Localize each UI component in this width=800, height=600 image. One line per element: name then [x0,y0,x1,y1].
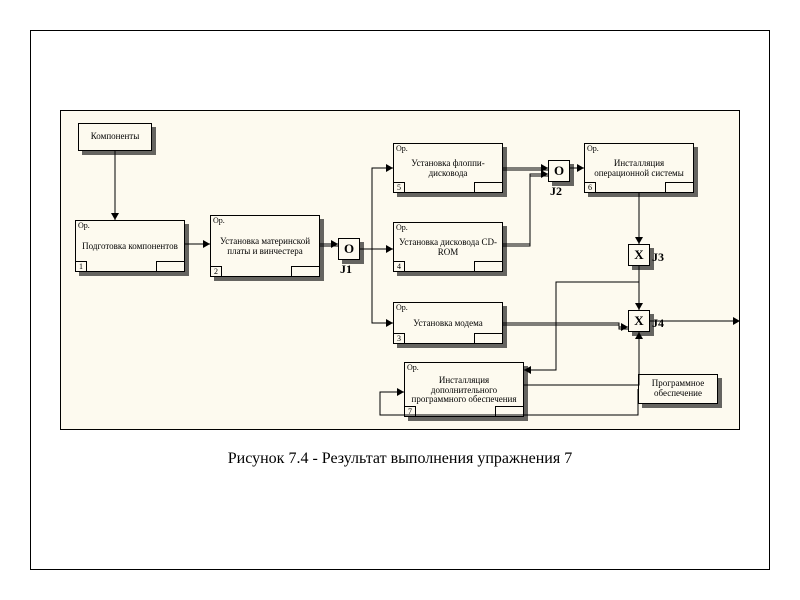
referent-software: Программное обеспечение [638,374,718,404]
process-node-7: Ор. Инсталляция дополнительного программн… [404,362,524,417]
node-label: Подготовка компонентов [78,233,182,261]
junction-J4: X [628,310,650,332]
node-number: 4 [394,261,405,271]
node-label: Инсталляция операционной системы [587,156,691,182]
node-label: Инсталляция дополнительного программного… [407,375,521,406]
node-footer-bar [291,266,319,276]
node-footer-bar [474,333,502,343]
node-number: 1 [76,261,87,271]
node-label: Установка флоппи-дисковода [396,156,500,182]
node-footer-bar [474,182,502,192]
referent-components: Компоненты [78,123,152,151]
junction-J3: X [628,244,650,266]
node-label: Установка модема [396,315,500,333]
op-marker: Ор. [78,222,90,231]
junction-label-J1: J1 [340,262,352,277]
node-label: Установка дисковода CD-ROM [396,235,500,261]
junction-label-J4: J4 [652,316,664,331]
process-node-1: Ор. Подготовка компонентов1 [75,220,185,272]
op-marker: Ор. [396,304,408,313]
junction-label-J3: J3 [652,250,664,265]
process-node-2: Ор. Установка материнской платы и винчест… [210,215,320,277]
process-node-6: Ор. Инсталляция операционной системы6 [584,143,694,193]
op-marker: Ор. [396,145,408,154]
node-number: 3 [394,333,405,343]
node-number: 6 [585,182,596,192]
node-footer-bar [474,261,502,271]
op-marker: Ор. [396,224,408,233]
process-node-3: Ор. Установка модема3 [393,302,503,344]
node-number: 7 [405,406,416,416]
node-label: Установка материнской платы и винчестера [213,228,317,266]
process-node-4: Ор. Установка дисковода CD-ROM4 [393,222,503,272]
figure-caption: Рисунок 7.4 - Результат выполнения упраж… [0,450,800,468]
node-footer-bar [156,261,184,271]
op-marker: Ор. [213,217,225,226]
op-marker: Ор. [587,145,599,154]
node-footer-bar [665,182,693,192]
node-number: 2 [211,266,222,276]
op-marker: Ор. [407,364,419,373]
node-footer-bar [495,406,523,416]
junction-J2: O [548,160,570,182]
junction-label-J2: J2 [550,184,562,199]
node-number: 5 [394,182,405,192]
junction-J1: O [338,238,360,260]
process-node-5: Ор. Установка флоппи-дисковода5 [393,143,503,193]
